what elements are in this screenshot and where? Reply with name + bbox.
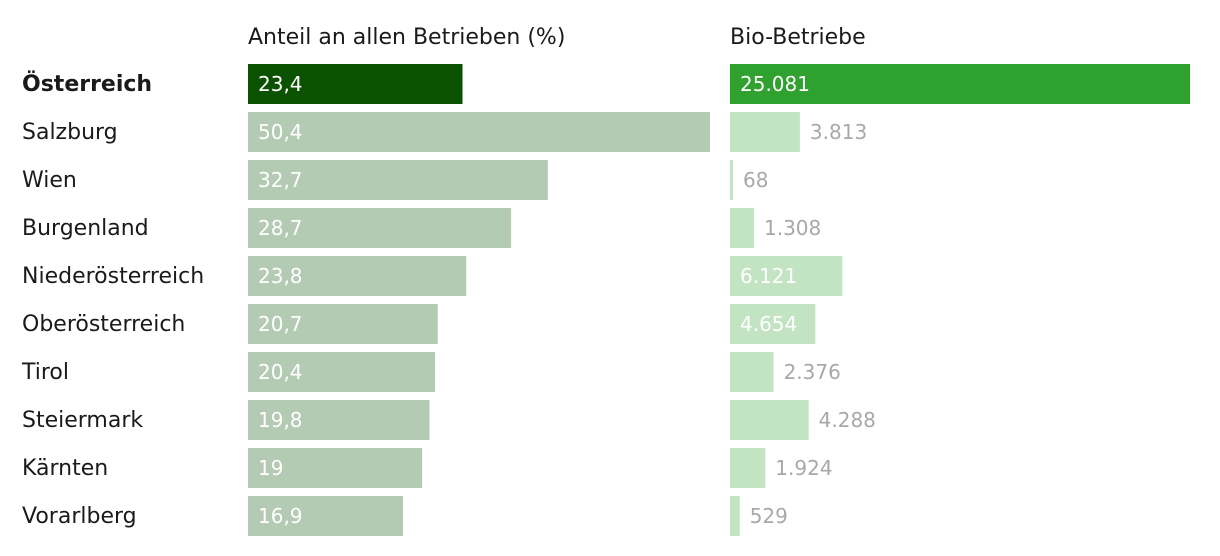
- share-bar: [248, 64, 463, 104]
- region-label: Salzburg: [22, 120, 118, 145]
- share-value-label: 23,4: [258, 72, 303, 96]
- farms-value-label: 25.081: [740, 72, 810, 96]
- region-label: Österreich: [22, 71, 152, 97]
- farms-value-label: 6.121: [740, 264, 797, 288]
- farms-bar: [730, 448, 766, 488]
- farms-bar: [730, 64, 1190, 104]
- chart-rows: Österreich 23,4 25.081 Salzburg 50,4 3.813 Wie…: [21, 64, 1190, 536]
- share-bar: [248, 400, 430, 440]
- region-label: Steiermark: [22, 408, 143, 433]
- farms-value-label: 3.813: [810, 120, 867, 144]
- region-label: Niederösterreich: [22, 264, 204, 289]
- farms-bar: [730, 256, 843, 296]
- share-bar: [248, 160, 548, 200]
- share-value-label: 28,7: [258, 216, 303, 240]
- share-value-label: 19,8: [258, 408, 303, 432]
- share-bar: [248, 496, 403, 536]
- farms-value-label: 68: [743, 168, 768, 192]
- share-value-label: 32,7: [258, 168, 303, 192]
- region-label: Oberösterreich: [22, 312, 185, 337]
- share-bar: [248, 208, 512, 248]
- share-bar: [248, 448, 423, 488]
- farms-value-label: 1.308: [764, 216, 821, 240]
- share-bar: [248, 304, 438, 344]
- region-label: Burgenland: [22, 216, 149, 241]
- share-bar: [248, 112, 710, 152]
- region-label: Tirol: [21, 360, 69, 385]
- region-label: Wien: [22, 168, 77, 193]
- farms-bar: [730, 304, 816, 344]
- farms-bar: [730, 112, 800, 152]
- region-label: Vorarlberg: [22, 504, 137, 529]
- share-column-title: Anteil an allen Betrieben (%): [248, 25, 565, 50]
- share-bar: [248, 256, 467, 296]
- farms-bar: [730, 496, 740, 536]
- share-value-label: 50,4: [258, 120, 303, 144]
- share-value-label: 20,7: [258, 312, 303, 336]
- farms-value-label: 1.924: [775, 456, 832, 480]
- farms-value-label: 4.288: [819, 408, 876, 432]
- farms-bar: [730, 160, 733, 200]
- farms-value-label: 2.376: [784, 360, 841, 384]
- share-bar: [248, 352, 435, 392]
- farms-bar: [730, 352, 774, 392]
- share-value-label: 20,4: [258, 360, 303, 384]
- region-label: Kärnten: [22, 456, 108, 481]
- farms-value-label: 529: [750, 504, 788, 528]
- share-value-label: 16,9: [258, 504, 303, 528]
- farms-bar: [730, 208, 754, 248]
- farms-bar: [730, 400, 809, 440]
- share-value-label: 23,8: [258, 264, 303, 288]
- farms-column-title: Bio-Betriebe: [730, 25, 866, 50]
- farms-value-label: 4.654: [740, 312, 797, 336]
- share-value-label: 19: [258, 456, 283, 480]
